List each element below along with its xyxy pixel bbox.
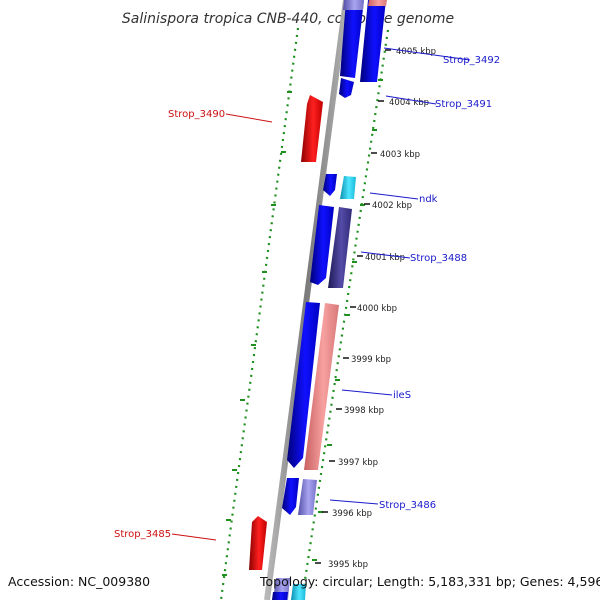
gene-strop-3492-forward[interactable] — [340, 0, 364, 78]
topology-text: Topology: circular; Length: 5,183,331 bp… — [260, 574, 600, 589]
gene-label-strop-3485[interactable]: Strop_3485 — [114, 529, 171, 540]
gene-bottom-cyan[interactable] — [291, 584, 306, 600]
gene-label-strop-3491[interactable]: Strop_3491 — [435, 99, 492, 110]
kbp-label-4002: 4002 kbp — [372, 201, 412, 211]
map-title: Salinispora tropica CNB-440, complete ge… — [122, 11, 454, 27]
gene-label-ndk[interactable]: ndk — [419, 194, 438, 205]
gene-iles[interactable] — [304, 303, 339, 470]
gene-strop-3486-forward[interactable] — [282, 478, 299, 515]
gene-strop-3485[interactable] — [249, 516, 267, 570]
gene-label-strop-3490[interactable]: Strop_3490 — [168, 109, 225, 120]
gene-iles-forward[interactable] — [287, 302, 320, 468]
kbp-label-3997: 3997 kbp — [338, 458, 378, 468]
kbp-label-4003: 4003 kbp — [380, 150, 420, 160]
accession-text: Accession: NC_009380 — [8, 574, 151, 589]
gene-strop-3486[interactable] — [298, 479, 317, 515]
gene-labels: Strop_3492 Strop_3491 Strop_3490 ndk Str… — [114, 55, 500, 540]
genome-backbone — [264, 0, 349, 600]
gene-strop-3490[interactable] — [301, 95, 323, 162]
gc-content-track — [219, 27, 390, 600]
gene-strop-3488[interactable] — [328, 207, 352, 288]
gene-ndk[interactable] — [340, 176, 356, 199]
kbp-label-4004: 4004 kbp — [389, 98, 429, 108]
gene-ndk-forward[interactable] — [323, 174, 337, 196]
gene-strop-3491[interactable] — [339, 78, 354, 98]
gene-features — [249, 0, 387, 600]
kbp-label-4000: 4000 kbp — [357, 304, 397, 314]
gene-bottom-blue[interactable] — [272, 592, 288, 600]
gene-label-iles[interactable]: ileS — [393, 390, 411, 401]
kbp-label-3999: 3999 kbp — [351, 355, 391, 365]
kbp-label-3996: 3996 kbp — [332, 509, 372, 519]
gene-label-strop-3492[interactable]: Strop_3492 — [443, 55, 500, 66]
kbp-label-3995: 3995 kbp — [328, 560, 368, 570]
gene-overlap-lavender[interactable] — [343, 0, 364, 10]
gene-leader-lines — [171, 47, 471, 541]
gene-strop-3492-cap[interactable] — [368, 0, 387, 6]
gene-label-strop-3488[interactable]: Strop_3488 — [410, 253, 467, 264]
gene-strop-3488-forward[interactable] — [310, 205, 334, 285]
gene-label-strop-3486[interactable]: Strop_3486 — [379, 500, 436, 511]
gene-strop-3492-reverse[interactable] — [360, 0, 386, 82]
kbp-label-4001: 4001 kbp — [365, 253, 405, 263]
kbp-label-3998: 3998 kbp — [344, 406, 384, 416]
